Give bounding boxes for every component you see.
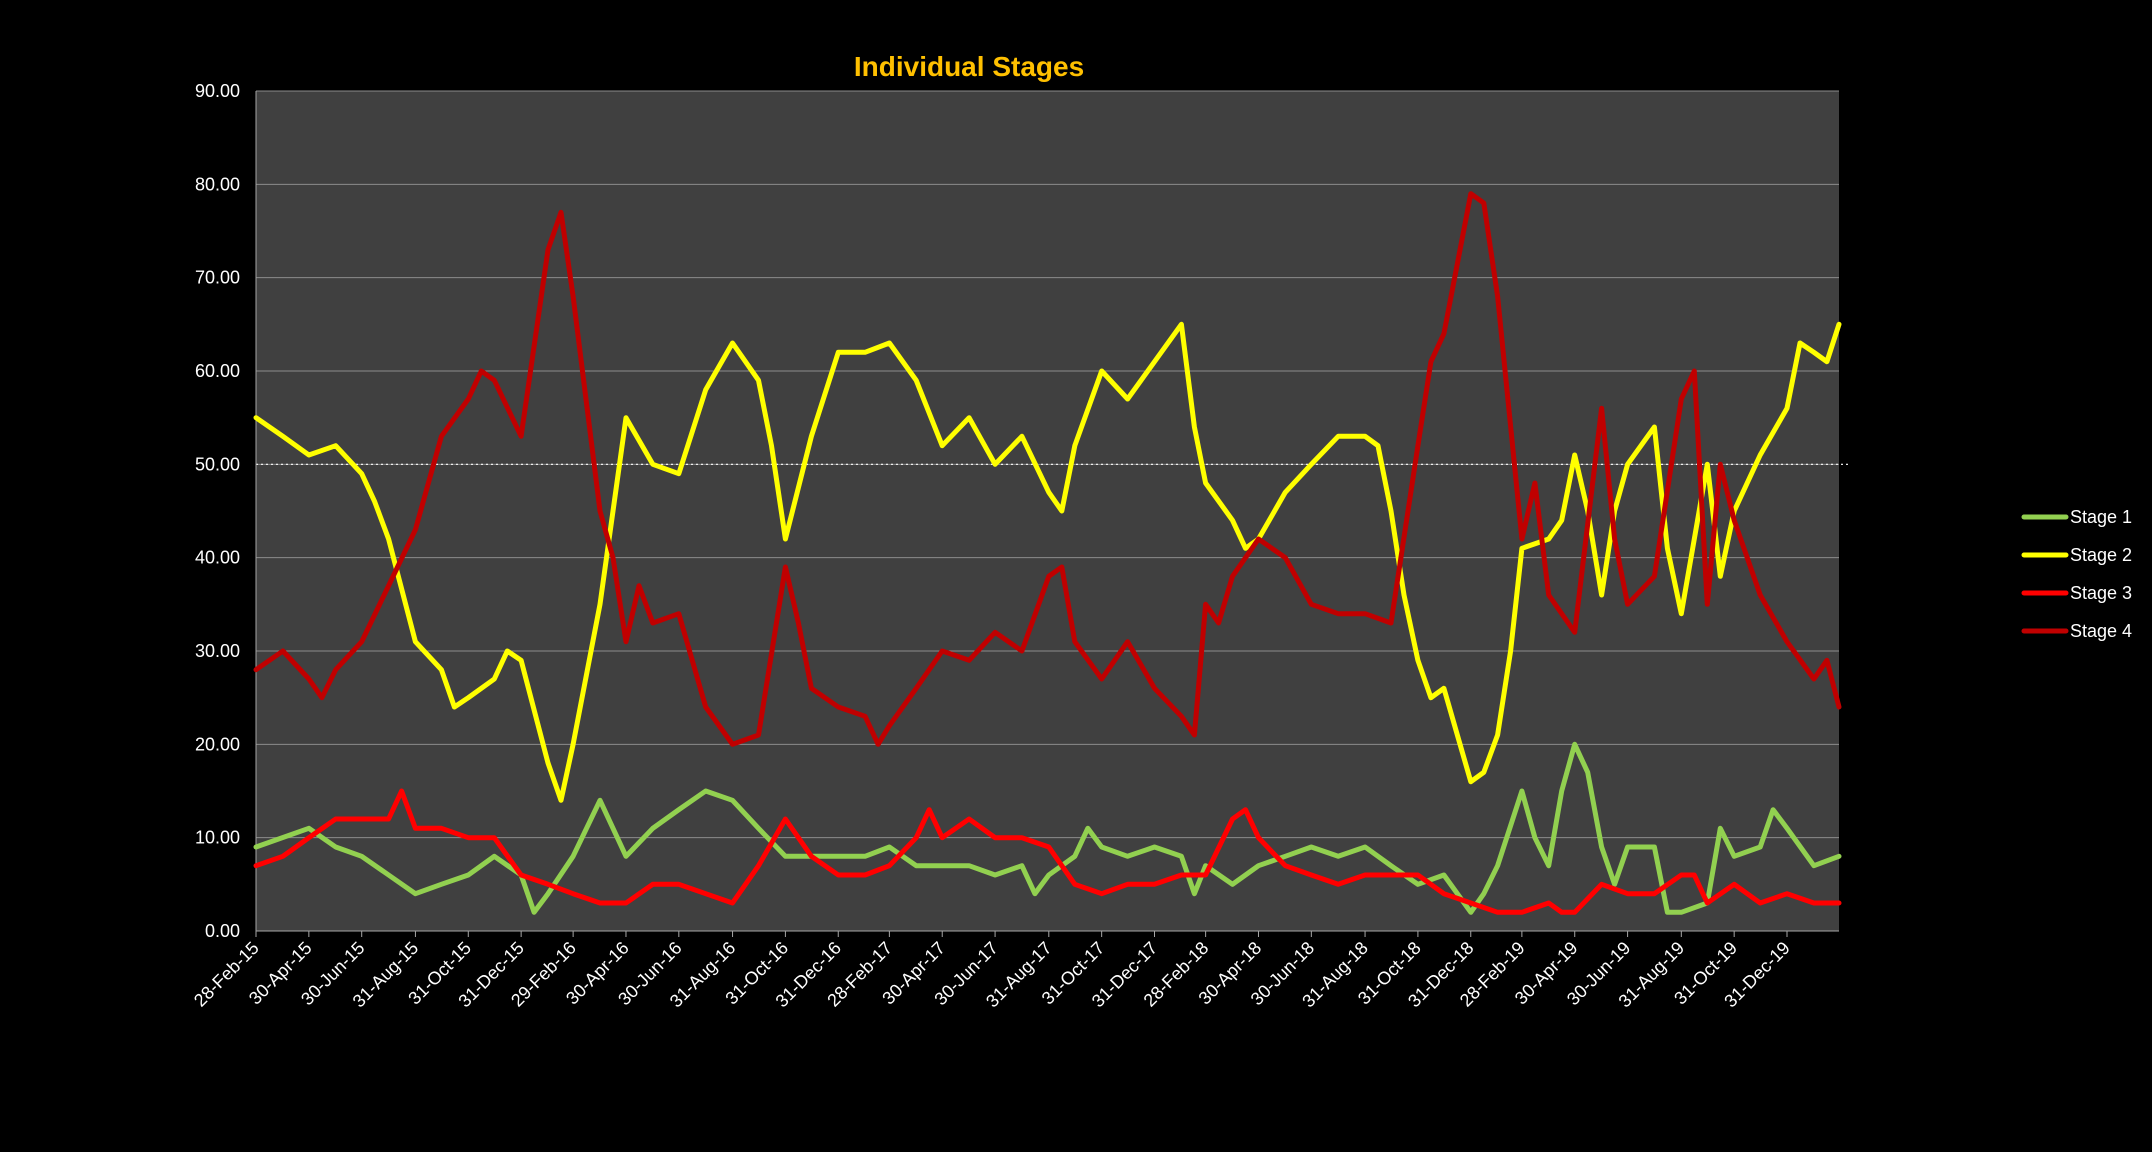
gridlines (256, 90, 1849, 839)
plot-area (256, 91, 1839, 931)
series-line-stage-1 (253, 741, 1842, 915)
y-tick-label: 0.00 (205, 921, 240, 941)
y-tick-label: 80.00 (195, 174, 240, 194)
y-tick-label: 40.00 (195, 548, 240, 568)
series-lines (253, 191, 1842, 915)
y-tick-label: 20.00 (195, 734, 240, 754)
legend-label: Stage 1 (2070, 507, 2132, 527)
y-axis: 0.00 10.00 20.00 30.00 40.00 50.00 60.00 70.00 8… (195, 81, 257, 941)
legend-label: Stage 4 (2070, 621, 2132, 641)
y-tick-label: 50.00 (195, 454, 240, 474)
y-tick-label: 10.00 (195, 828, 240, 848)
y-tick-label: 70.00 (195, 268, 240, 288)
y-tick-label: 60.00 (195, 361, 240, 381)
y-tick-label: 90.00 (195, 81, 240, 101)
series-line-stage-2 (253, 321, 1842, 803)
series-line-stage-4 (253, 191, 1842, 747)
chart-title: Individual Stages (854, 51, 1084, 82)
legend-label: Stage 3 (2070, 583, 2132, 603)
y-tick-label: 30.00 (195, 641, 240, 661)
legend: Stage 1 Stage 2 Stage 3 Stage 4 (2021, 507, 2132, 641)
legend-label: Stage 2 (2070, 545, 2132, 565)
series-line-stage-3 (253, 788, 1842, 915)
